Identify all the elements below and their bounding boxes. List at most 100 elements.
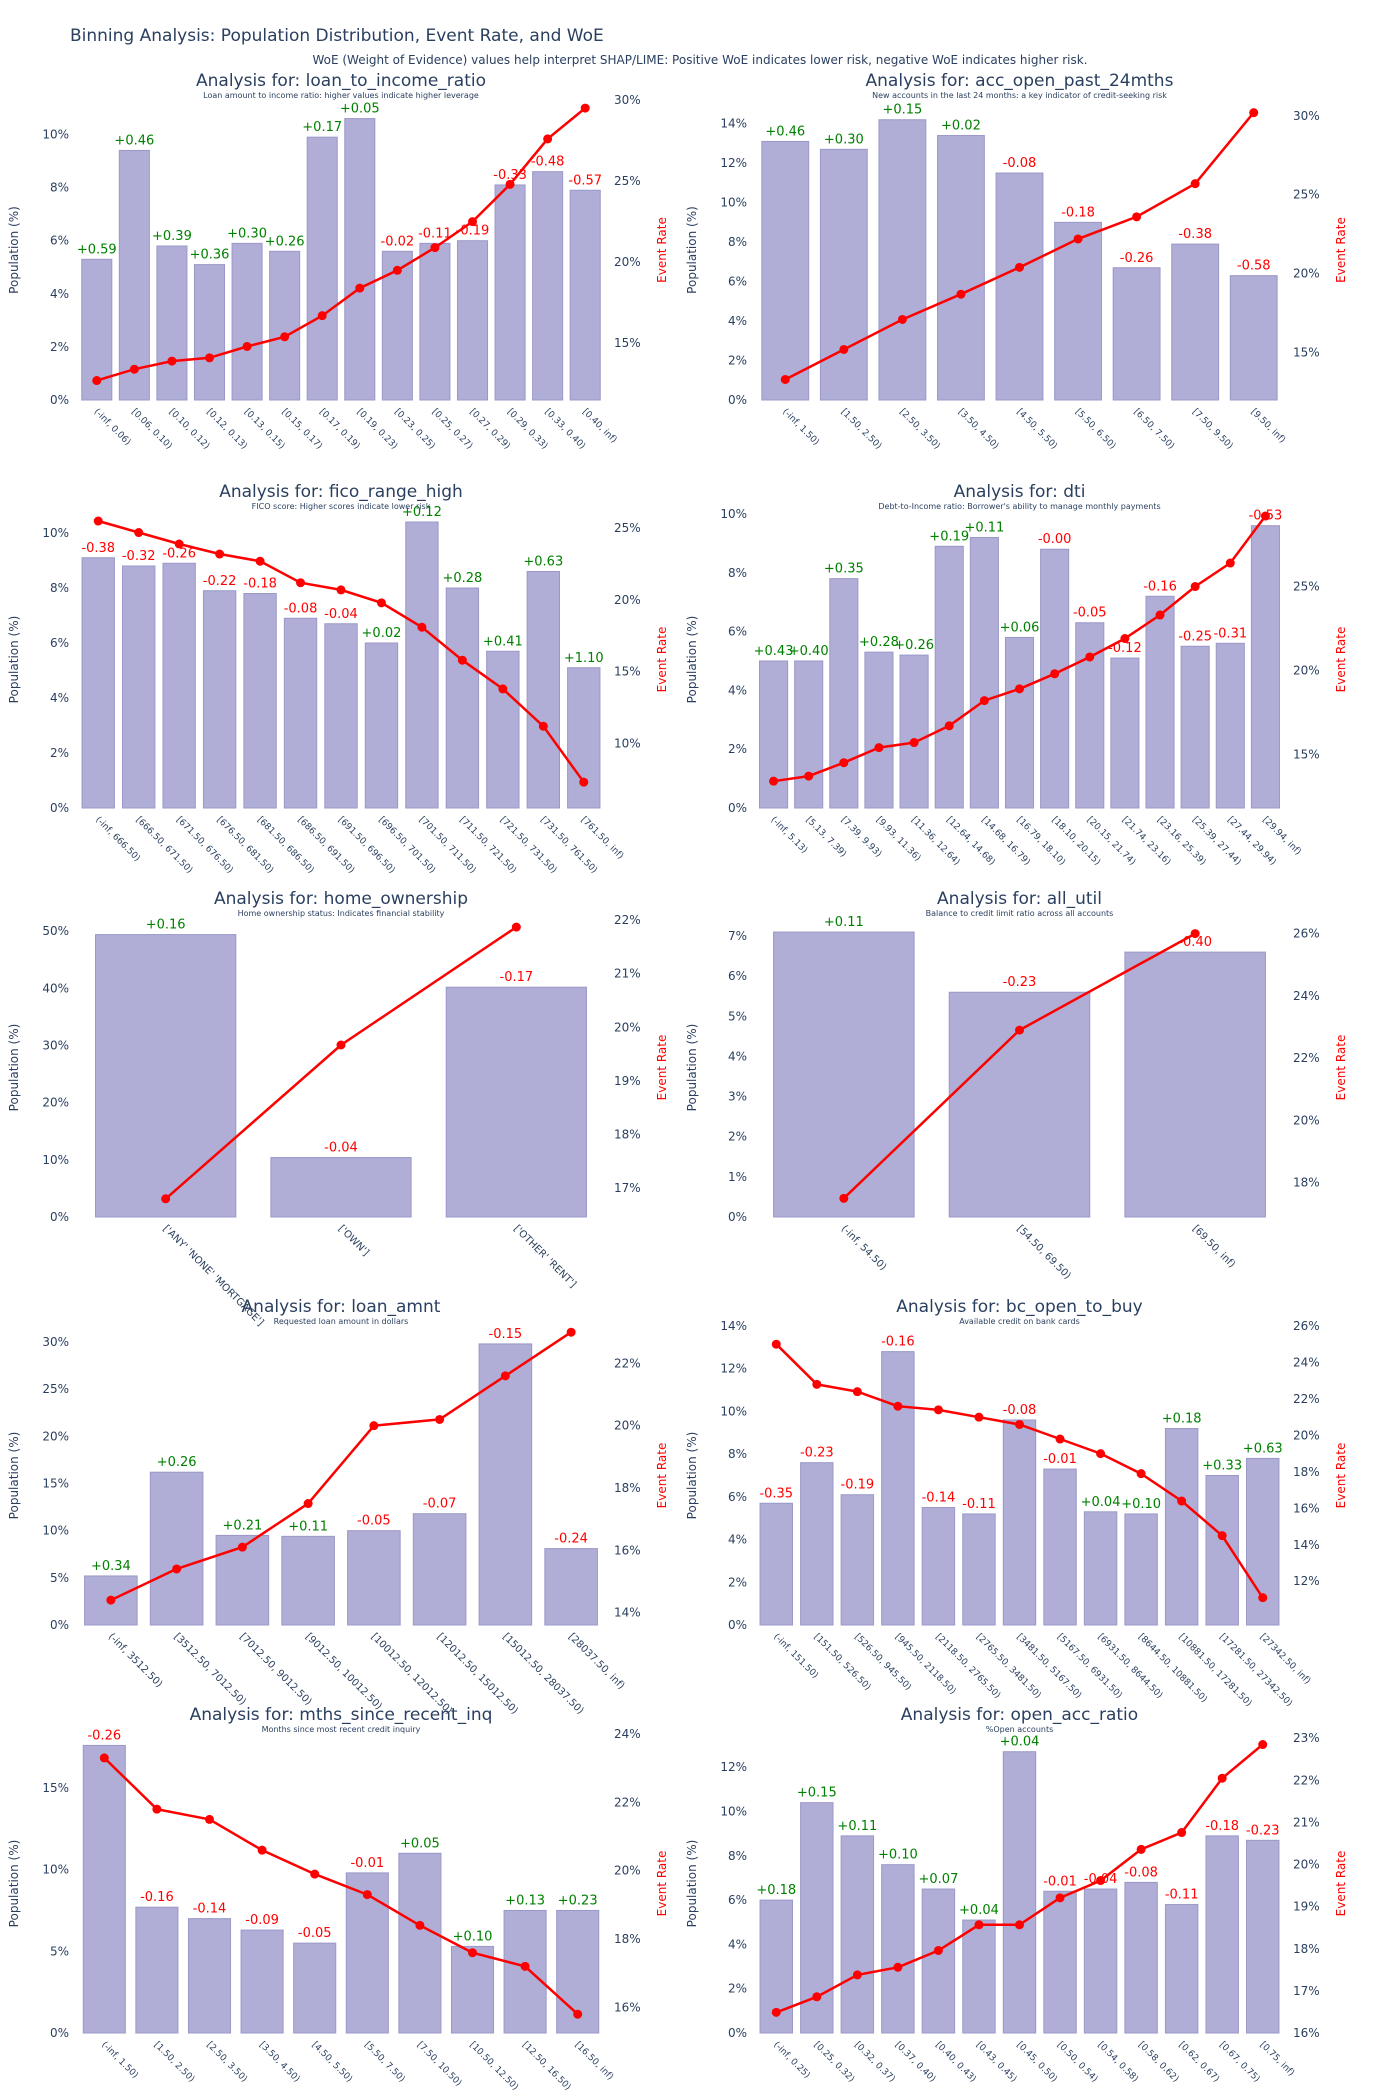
panel-description: Requested loan amount in dollars bbox=[274, 1317, 409, 1326]
y-tick-label: 0% bbox=[728, 801, 747, 815]
y-tick-label: 4% bbox=[728, 1049, 747, 1063]
event-rate-point bbox=[1136, 1469, 1146, 1479]
woe-label: -0.19 bbox=[456, 224, 490, 239]
x-tick-label: [0.58, 0.62) bbox=[1136, 2040, 1180, 2084]
y-tick-label: 5% bbox=[50, 1944, 69, 1958]
population-bar bbox=[532, 171, 564, 401]
population-bar bbox=[494, 184, 526, 401]
panel-title: Analysis for: loan_amnt bbox=[242, 1297, 441, 1317]
y2-tick-label: 20% bbox=[614, 1020, 641, 1034]
event-rate-point bbox=[944, 721, 954, 731]
x-tick-label: [28037.50, inf) bbox=[566, 1631, 627, 1692]
x-tick-label: (-inf, 1.50) bbox=[780, 407, 821, 448]
x-tick-label: (-inf, 1.50) bbox=[99, 2040, 140, 2081]
woe-label: +0.02 bbox=[362, 626, 402, 641]
population-bar bbox=[1180, 645, 1210, 809]
event-rate-point bbox=[1258, 1740, 1268, 1750]
y2-axis-title: Event Rate bbox=[1334, 217, 1348, 283]
event-rate-point bbox=[893, 1962, 903, 1972]
x-tick-label: [8644.50, 10881.50) bbox=[1136, 1632, 1209, 1705]
woe-label: -0.09 bbox=[245, 1913, 279, 1928]
woe-label: -0.23 bbox=[800, 1446, 834, 1461]
y-tick-label: 50% bbox=[42, 924, 69, 938]
population-bar bbox=[937, 135, 985, 401]
event-rate-point bbox=[242, 341, 252, 351]
woe-label: -0.17 bbox=[500, 970, 534, 985]
event-rate-point bbox=[839, 344, 849, 354]
y-tick-label: 8% bbox=[50, 581, 69, 595]
x-tick-label: [0.50, 0.54) bbox=[1055, 2040, 1099, 2084]
event-rate-point bbox=[852, 1970, 862, 1980]
event-rate-point bbox=[167, 356, 177, 366]
woe-label: -0.23 bbox=[1003, 975, 1037, 990]
event-rate-point bbox=[1249, 108, 1259, 118]
population-bar bbox=[95, 934, 237, 1218]
population-bar bbox=[503, 1909, 547, 2034]
population-bar bbox=[1002, 1751, 1037, 2034]
event-rate-point bbox=[1217, 1531, 1227, 1541]
population-bar bbox=[412, 1513, 467, 1626]
y-tick-label: 0% bbox=[728, 1618, 747, 1632]
y2-tick-label: 18% bbox=[1293, 1942, 1320, 1956]
y-tick-label: 4% bbox=[728, 1533, 747, 1547]
population-bar bbox=[1215, 642, 1245, 809]
y2-tick-label: 15% bbox=[614, 336, 641, 350]
event-rate-point bbox=[129, 364, 139, 374]
panel-description: Months since most recent credit inquiry bbox=[262, 1725, 421, 1734]
woe-label: +0.11 bbox=[824, 915, 864, 930]
x-tick-label: [7.50, 9.50) bbox=[1190, 407, 1234, 451]
x-tick-label: (-inf, 0.25) bbox=[771, 2040, 812, 2081]
y-tick-label: 0% bbox=[728, 393, 747, 407]
y2-tick-label: 15% bbox=[614, 665, 641, 679]
event-rate-point bbox=[174, 539, 184, 549]
y2-tick-label: 16% bbox=[1293, 1501, 1320, 1515]
population-bar bbox=[1164, 1428, 1199, 1626]
woe-label: -0.38 bbox=[1178, 227, 1212, 242]
y-tick-label: 6% bbox=[728, 969, 747, 983]
woe-label: +0.04 bbox=[1081, 1495, 1121, 1510]
population-bar bbox=[450, 1945, 495, 2034]
woe-label: +0.26 bbox=[157, 1455, 197, 1470]
x-tick-label: ['OWN'] bbox=[336, 1223, 371, 1258]
y-tick-label: 20% bbox=[42, 1096, 69, 1110]
panel-description: %Open accounts bbox=[986, 1725, 1054, 1734]
y2-tick-label: 25% bbox=[1293, 188, 1320, 202]
panel-description: FICO score: Higher scores indicate lower… bbox=[252, 502, 431, 511]
x-tick-label: [0.40, 0.43) bbox=[933, 2040, 977, 2084]
x-tick-label: (-inf, 3512.50) bbox=[106, 1631, 165, 1690]
event-rate-point bbox=[580, 103, 590, 113]
y-tick-label: 0% bbox=[50, 2026, 69, 2040]
event-rate-point bbox=[1190, 929, 1200, 939]
event-rate-point bbox=[362, 1890, 372, 1900]
event-rate-point bbox=[417, 622, 427, 632]
woe-label: +0.05 bbox=[400, 1836, 440, 1851]
population-bar bbox=[1043, 1890, 1077, 2034]
woe-label: -0.12 bbox=[1108, 641, 1142, 656]
y2-tick-label: 22% bbox=[614, 1795, 641, 1809]
woe-label: -0.53 bbox=[1249, 509, 1283, 524]
woe-label: -0.24 bbox=[554, 1532, 588, 1547]
woe-label: -0.05 bbox=[357, 1514, 391, 1529]
event-rate-point bbox=[573, 2009, 583, 2019]
woe-label: -0.40 bbox=[1178, 935, 1212, 950]
event-rate-point bbox=[1015, 262, 1024, 272]
woe-label: +0.63 bbox=[523, 555, 563, 570]
population-bar bbox=[881, 1351, 915, 1626]
event-rate-point bbox=[237, 1542, 247, 1552]
woe-label: +0.12 bbox=[402, 505, 442, 520]
woe-label: -0.04 bbox=[324, 607, 358, 622]
population-bar bbox=[243, 593, 277, 809]
x-tick-label: [10881.50, 17281.50) bbox=[1177, 1632, 1254, 1709]
woe-label: -0.26 bbox=[87, 1728, 121, 1743]
x-tick-label: [17281.50, 27342.50) bbox=[1217, 1632, 1294, 1709]
woe-label: -0.14 bbox=[922, 1491, 956, 1506]
event-rate-line bbox=[96, 107, 586, 382]
x-tick-label: [2.50, 3.50) bbox=[204, 2040, 248, 2084]
y-tick-label: 1% bbox=[728, 1170, 747, 1184]
population-bar bbox=[1043, 1468, 1077, 1626]
population-bar bbox=[405, 521, 439, 809]
panel-description: Balance to credit limit ratio across all… bbox=[926, 909, 1114, 918]
y2-tick-label: 20% bbox=[614, 1864, 641, 1878]
event-rate-point bbox=[1258, 1593, 1268, 1603]
event-rate-point bbox=[1055, 1893, 1065, 1903]
